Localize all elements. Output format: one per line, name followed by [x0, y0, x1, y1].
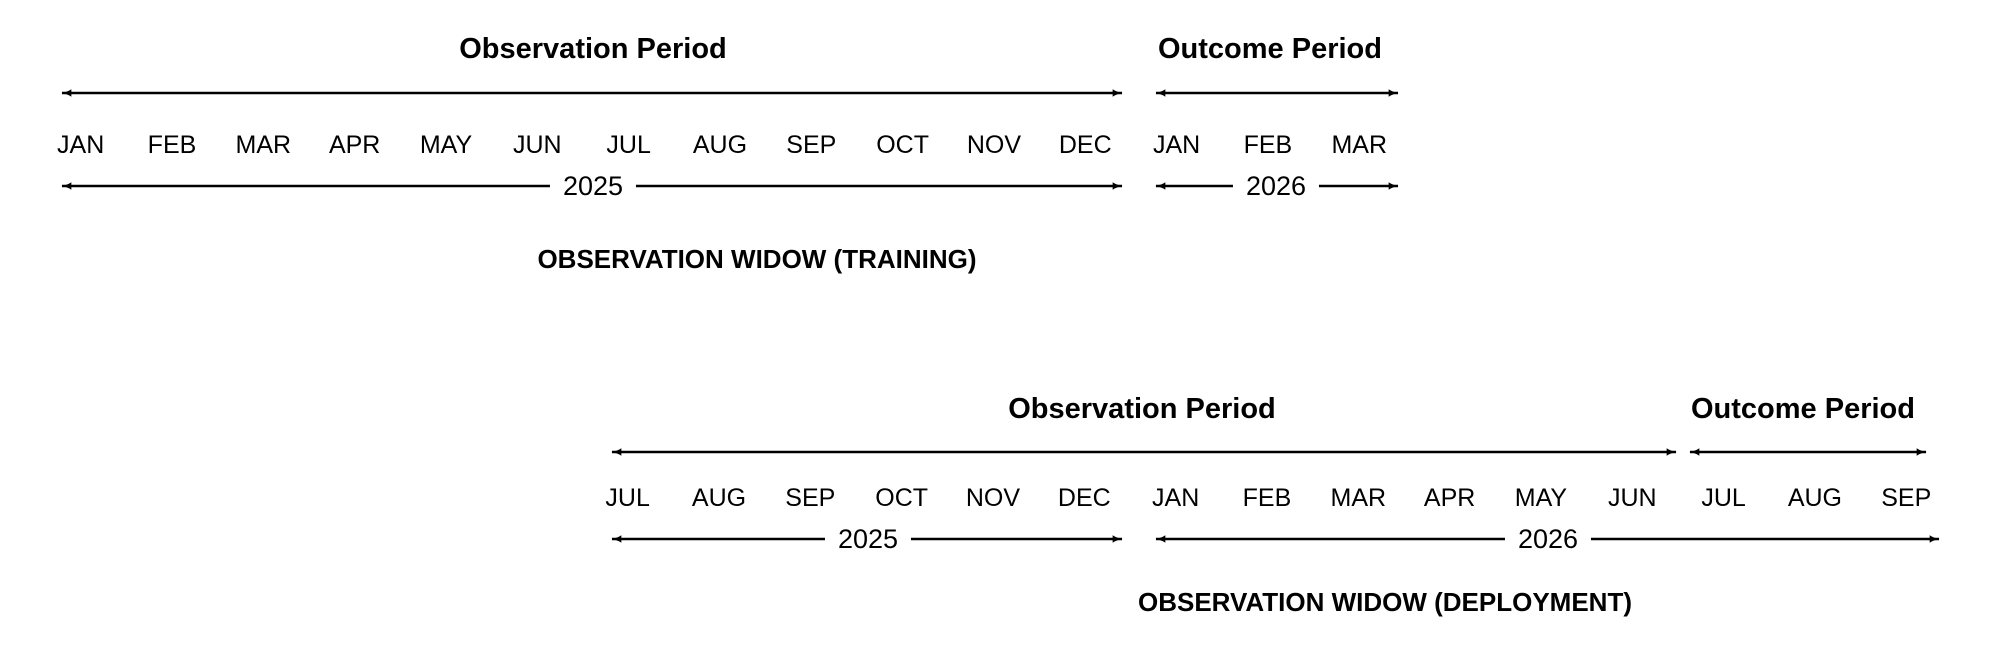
month-label: AUG	[692, 131, 748, 159]
training-year-2025-label: 2025	[549, 171, 637, 201]
month-label: MAY	[419, 131, 473, 159]
deployment-outcome-period-title: Outcome Period	[1691, 393, 1915, 425]
training-months-row: JAN FEB MAR APR MAY JUN JUL AUG SEP OCT …	[35, 130, 1405, 160]
month-label: AUG	[691, 484, 747, 512]
month-label: APR	[1423, 484, 1476, 512]
deployment-months-row: JUL AUG SEP OCT NOV DEC JAN FEB MAR APR …	[582, 483, 1952, 513]
month-label: JUL	[605, 484, 650, 512]
training-outcome-period-title: Outcome Period	[1158, 33, 1382, 65]
month-label: APR	[328, 131, 381, 159]
month-label: JUL	[606, 131, 651, 159]
month-label: JAN	[1152, 131, 1201, 159]
month-label: JUN	[513, 131, 562, 159]
deployment-year-2025-label: 2025	[824, 524, 912, 554]
month-label: SEP	[785, 484, 836, 512]
deployment-observation-period-title: Observation Period	[1008, 393, 1276, 425]
month-label: JUN	[1607, 484, 1657, 512]
month-label: JAN	[1152, 484, 1200, 512]
training-observation-period-title: Observation Period	[459, 33, 727, 65]
training-year-2026-label: 2026	[1232, 171, 1320, 201]
month-label: DEC	[1058, 131, 1112, 159]
month-label: DEC	[1057, 484, 1111, 512]
month-label: AUG	[1787, 484, 1843, 512]
month-label: FEB	[1243, 131, 1293, 159]
month-label: NOV	[965, 484, 1021, 512]
month-label: MAR	[1331, 131, 1388, 159]
month-label: JUL	[1701, 484, 1746, 512]
month-label: FEB	[1242, 484, 1292, 512]
month-label: OCT	[876, 131, 929, 159]
training-window-label: OBSERVATION WIDOW (TRAINING)	[537, 244, 977, 274]
month-label: SEP	[786, 131, 837, 159]
month-label: FEB	[147, 131, 197, 159]
deployment-year-2026-label: 2026	[1504, 524, 1592, 554]
month-label: JAN	[57, 131, 105, 159]
month-label: OCT	[875, 484, 929, 512]
month-label: MAY	[1514, 484, 1568, 512]
month-label: MAR	[1330, 484, 1387, 512]
month-label: MAR	[235, 131, 292, 159]
deployment-window-label: OBSERVATION WIDOW (DEPLOYMENT)	[1138, 587, 1632, 617]
month-label: NOV	[966, 131, 1022, 159]
month-label: SEP	[1881, 484, 1932, 512]
